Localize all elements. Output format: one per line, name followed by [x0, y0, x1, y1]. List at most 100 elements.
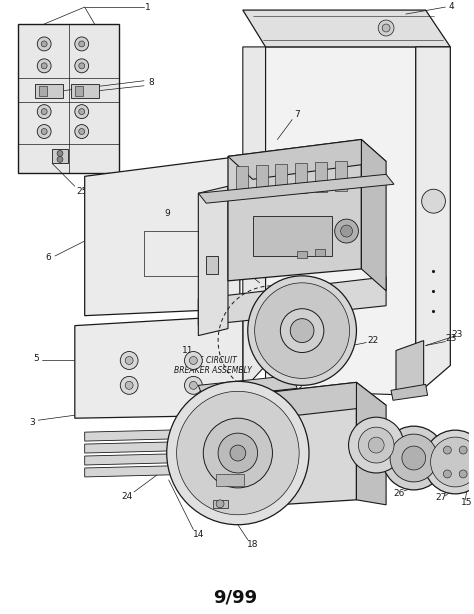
Bar [216, 474, 244, 486]
Text: 3: 3 [29, 418, 35, 427]
Text: 5: 5 [33, 354, 39, 363]
Polygon shape [396, 341, 424, 395]
Polygon shape [85, 452, 246, 465]
Polygon shape [198, 383, 386, 423]
Circle shape [177, 391, 299, 515]
Circle shape [341, 225, 353, 237]
Bar [144, 231, 198, 276]
Text: SEE CIRCUIT
BREAKER ASSEMBLY: SEE CIRCUIT BREAKER ASSEMBLY [174, 356, 252, 375]
Circle shape [190, 381, 197, 389]
Polygon shape [85, 157, 240, 316]
Circle shape [280, 309, 324, 352]
Circle shape [79, 41, 85, 47]
Bar [253, 216, 332, 256]
Text: 23: 23 [452, 330, 463, 339]
Bar [275, 165, 287, 194]
Text: 24: 24 [121, 492, 133, 502]
Bar [295, 163, 307, 193]
Circle shape [424, 430, 474, 494]
Text: 14: 14 [192, 530, 204, 539]
Circle shape [382, 426, 446, 490]
Circle shape [167, 381, 309, 525]
Circle shape [443, 470, 451, 478]
Text: 15: 15 [461, 499, 473, 507]
Bar [206, 256, 218, 274]
Polygon shape [85, 440, 246, 453]
Circle shape [37, 125, 51, 139]
Circle shape [184, 351, 202, 370]
Polygon shape [265, 47, 416, 395]
Circle shape [230, 445, 246, 461]
Bar [243, 440, 251, 449]
Text: 25: 25 [76, 187, 87, 196]
Circle shape [120, 376, 138, 394]
Circle shape [203, 418, 273, 488]
Text: 6: 6 [45, 254, 51, 262]
Circle shape [37, 104, 51, 119]
Bar [213, 500, 228, 508]
Circle shape [218, 433, 258, 473]
Bar [255, 165, 267, 195]
Circle shape [402, 446, 426, 470]
Circle shape [443, 446, 451, 454]
Bar [315, 249, 325, 256]
Circle shape [57, 150, 63, 157]
Polygon shape [243, 10, 450, 47]
Text: 17: 17 [210, 404, 222, 413]
Text: 27: 27 [436, 493, 447, 502]
Polygon shape [198, 186, 228, 336]
Text: 13A: 13A [264, 155, 281, 164]
Circle shape [79, 128, 85, 134]
Bar [52, 149, 68, 163]
Text: 1: 1 [316, 162, 322, 171]
Polygon shape [85, 428, 246, 441]
Bar [243, 428, 251, 437]
Circle shape [75, 37, 89, 51]
Bar [236, 166, 248, 196]
Circle shape [430, 437, 474, 487]
Circle shape [41, 109, 47, 115]
Circle shape [120, 351, 138, 370]
Circle shape [368, 437, 384, 453]
Text: 9: 9 [165, 209, 171, 217]
Polygon shape [198, 375, 297, 398]
Circle shape [422, 189, 446, 213]
Circle shape [41, 128, 47, 134]
Text: 4: 4 [448, 2, 454, 10]
Polygon shape [391, 384, 428, 400]
Bar [71, 84, 99, 98]
Text: 21: 21 [384, 464, 396, 473]
Circle shape [37, 59, 51, 73]
Polygon shape [243, 47, 265, 391]
Bar [315, 162, 327, 192]
Bar [35, 84, 63, 98]
Bar [75, 86, 83, 96]
Text: 8: 8 [148, 78, 154, 87]
Text: 7: 7 [294, 110, 300, 119]
Text: 13B: 13B [365, 238, 383, 246]
Polygon shape [228, 139, 386, 179]
Polygon shape [198, 174, 394, 203]
Polygon shape [416, 47, 450, 395]
Circle shape [79, 109, 85, 115]
Circle shape [290, 319, 314, 343]
Polygon shape [356, 383, 386, 505]
Circle shape [459, 446, 467, 454]
Bar [243, 464, 251, 473]
Circle shape [248, 276, 356, 386]
Circle shape [125, 357, 133, 365]
Circle shape [75, 104, 89, 119]
Circle shape [75, 125, 89, 139]
Bar [39, 86, 47, 96]
Text: 9/99: 9/99 [213, 588, 257, 607]
Circle shape [190, 357, 197, 365]
Circle shape [335, 219, 358, 243]
Text: 18: 18 [247, 540, 258, 549]
Circle shape [37, 37, 51, 51]
Text: 26: 26 [393, 489, 405, 499]
Polygon shape [198, 277, 386, 325]
Bar [243, 452, 251, 461]
Circle shape [41, 41, 47, 47]
Polygon shape [198, 383, 356, 510]
Circle shape [378, 20, 394, 36]
